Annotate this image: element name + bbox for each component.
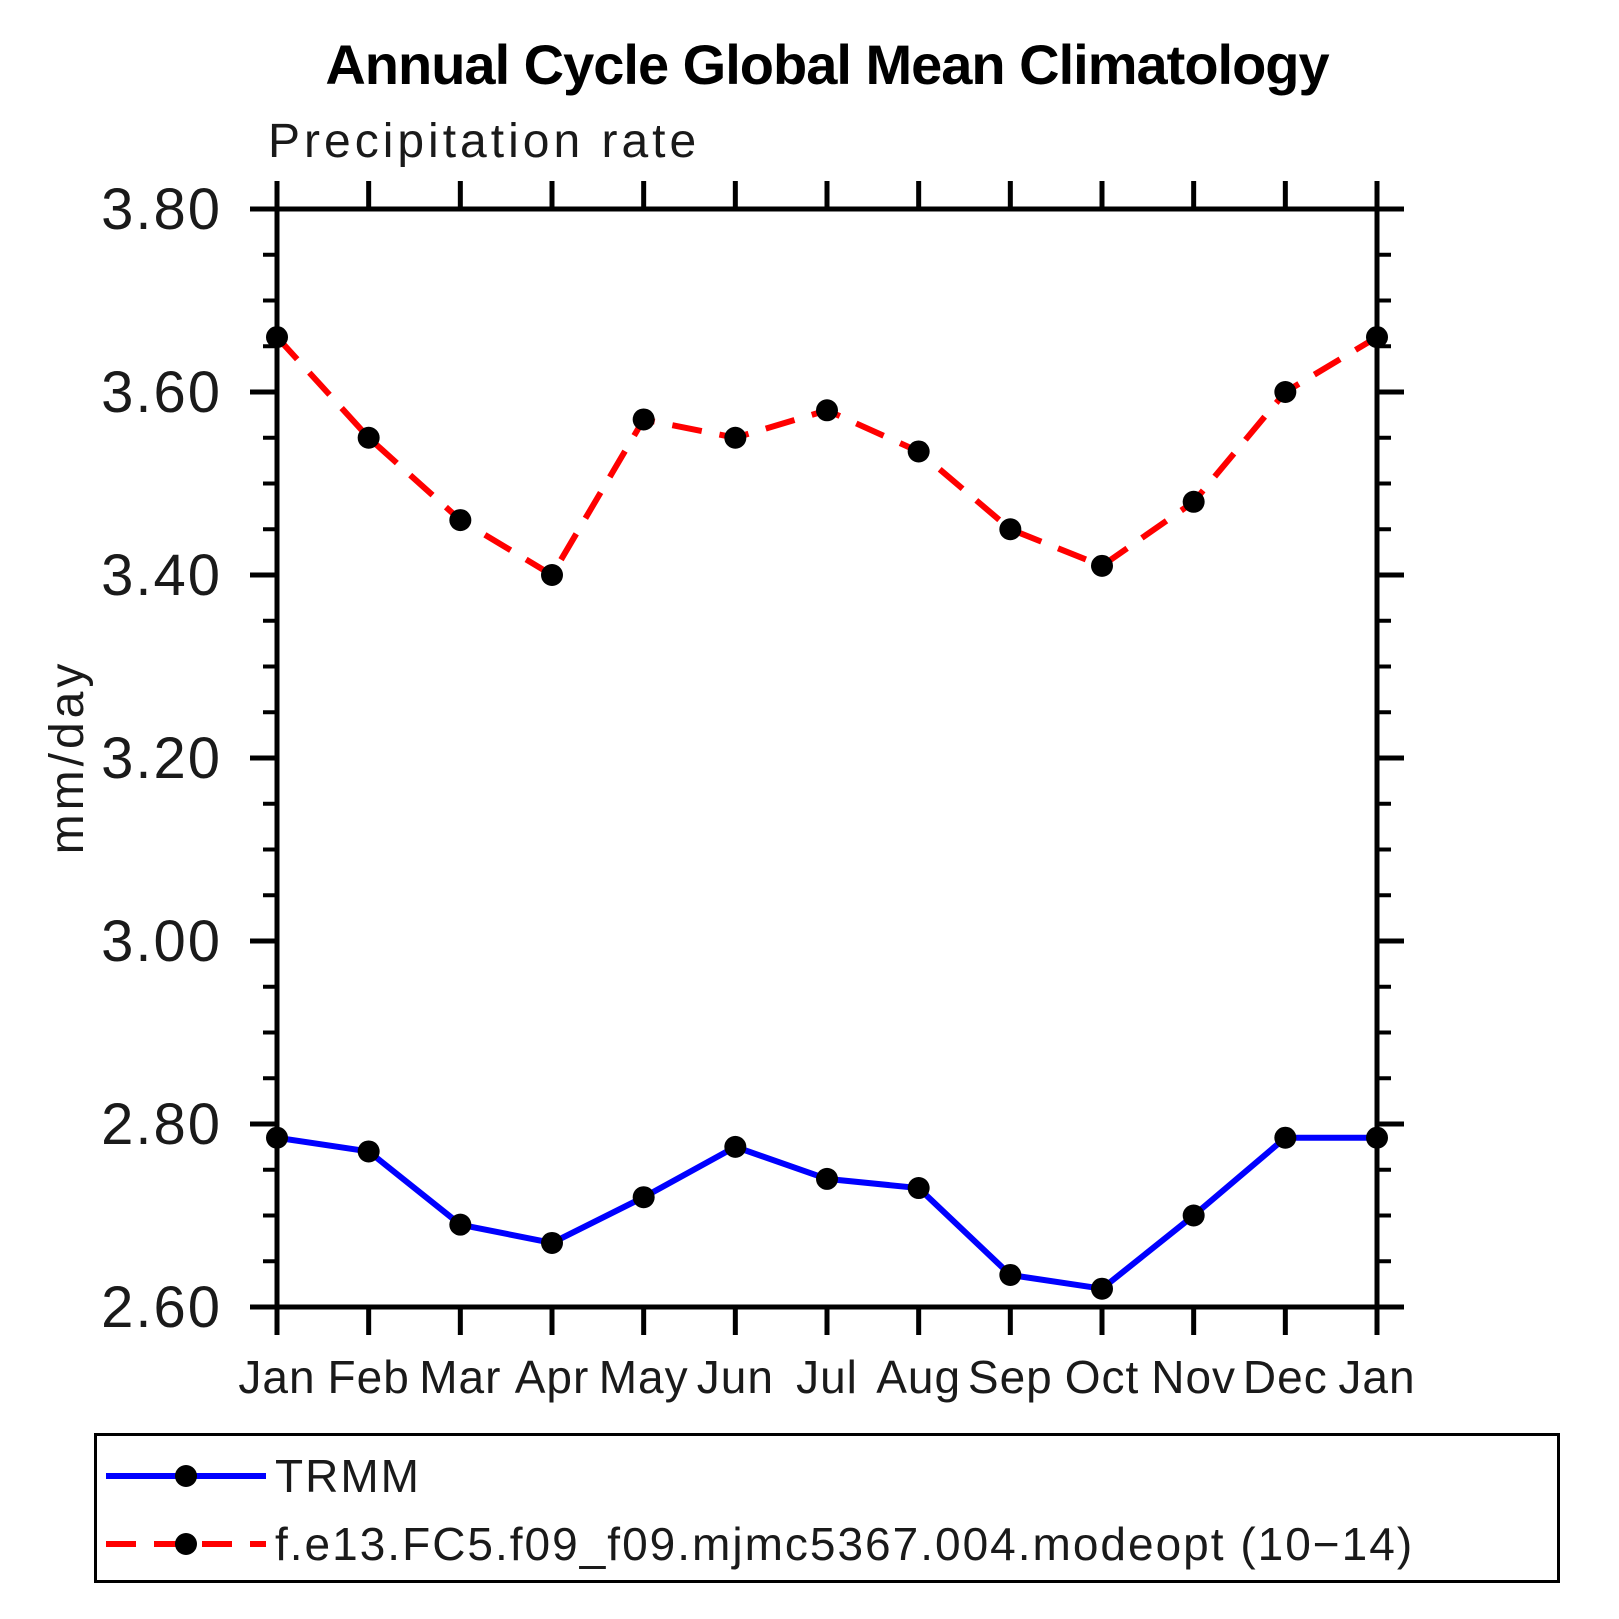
y-axis-tick-label: 3.00 (101, 909, 222, 974)
data-point-jan-trmm (266, 1126, 288, 1149)
data-point-oct-model (1091, 554, 1113, 577)
x-axis-tick-label: Aug (876, 1351, 961, 1403)
x-axis-tick-label: Oct (1065, 1351, 1140, 1403)
data-point-may-model (632, 408, 655, 431)
data-point-jul-model (816, 399, 838, 422)
x-axis-tick-label: Apr (515, 1351, 590, 1403)
chart-subtitle: Precipitation rate (268, 115, 701, 168)
x-axis-tick-label: Jan (238, 1351, 315, 1403)
data-point-jun-trmm (724, 1135, 747, 1158)
data-point-aug-trmm (907, 1177, 930, 1200)
data-point-nov-model (1182, 490, 1205, 513)
y-axis-tick-label: 3.20 (101, 726, 222, 791)
x-axis-tick-label: Nov (1151, 1351, 1236, 1403)
data-point-sep-trmm (999, 1263, 1022, 1286)
legend-line-solid-icon (106, 1465, 266, 1487)
legend-entry-model: f.e13.FC5.f09_f09.mjmc5367.004.modeopt (… (97, 1516, 1414, 1572)
y-axis-tick-label: 2.60 (101, 1275, 222, 1340)
legend-label: f.e13.FC5.f09_f09.mjmc5367.004.modeopt (… (275, 1518, 1415, 1570)
data-point-jul-trmm (816, 1167, 838, 1190)
x-axis-tick-label: Feb (328, 1351, 410, 1403)
y-axis-title: mm/day (41, 660, 94, 855)
data-point-jan-trmm (1366, 1126, 1388, 1149)
chart-title: Annual Cycle Global Mean Climatology (325, 33, 1329, 96)
data-point-mar-trmm (449, 1213, 472, 1236)
x-axis-tick-label: Jun (697, 1351, 774, 1403)
data-point-mar-model (449, 509, 472, 532)
y-axis-tick-label: 3.60 (101, 360, 222, 425)
data-point-sep-model (999, 518, 1022, 541)
x-axis-tick-label: Jul (796, 1351, 858, 1403)
data-point-jan-model (266, 326, 288, 349)
x-axis-tick-label: May (599, 1351, 689, 1403)
data-point-apr-trmm (541, 1231, 563, 1254)
data-point-dec-model (1274, 381, 1297, 403)
legend-entry-trmm: TRMM (97, 1448, 421, 1504)
legend-swatch-marker (175, 1533, 197, 1555)
y-axis-tick-label: 2.80 (101, 1092, 222, 1157)
data-point-jun-model (724, 426, 747, 449)
data-point-jan-model (1366, 326, 1388, 349)
data-point-feb-model (357, 426, 380, 449)
legend-box: TRMM f.e13.FC5.f09_f09.mjmc5367.004.mode… (94, 1433, 1560, 1583)
series-line-model (274, 334, 1379, 578)
y-axis-tick-label: 3.40 (101, 543, 222, 608)
legend-swatch-marker (175, 1465, 197, 1487)
data-point-dec-trmm (1274, 1126, 1297, 1149)
legend-line-dashed-icon (106, 1533, 266, 1555)
series-line-trmm (276, 1134, 1377, 1292)
data-point-may-trmm (632, 1186, 655, 1209)
data-point-feb-trmm (357, 1140, 380, 1163)
data-point-apr-model (541, 564, 563, 586)
data-point-nov-trmm (1182, 1204, 1205, 1227)
legend-label: TRMM (275, 1450, 421, 1502)
y-axis-tick-label: 3.80 (101, 177, 222, 242)
x-axis-tick-label: Sep (968, 1351, 1053, 1403)
x-axis-tick-label: Mar (419, 1351, 501, 1403)
x-axis-tick-label: Dec (1243, 1351, 1328, 1403)
plot-box (274, 206, 1380, 1310)
data-point-oct-trmm (1091, 1277, 1113, 1300)
data-point-aug-model (907, 440, 930, 463)
x-axis-tick-label: Jan (1338, 1351, 1415, 1403)
